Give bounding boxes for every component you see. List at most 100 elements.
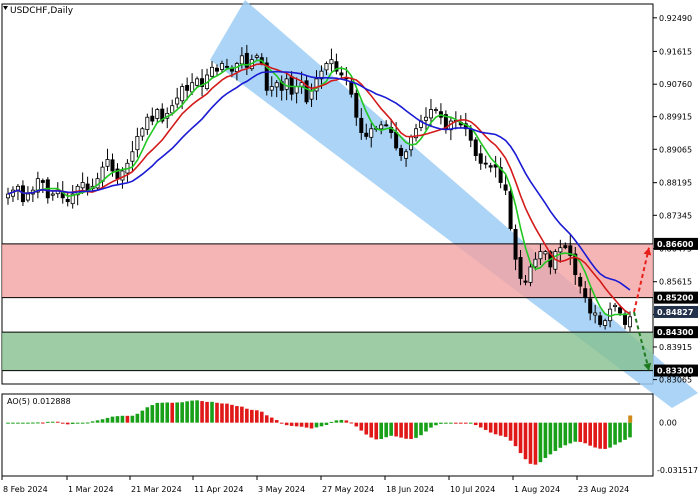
x-tick-label: 23 Aug 2024 bbox=[578, 485, 629, 494]
candle-body bbox=[593, 312, 598, 316]
oscillator-bar bbox=[100, 419, 105, 423]
oscillator-bar bbox=[618, 422, 622, 443]
y-tick-label: 0.85615 bbox=[659, 278, 692, 287]
level-label-box bbox=[654, 291, 698, 304]
y-tick-label: 0.92490 bbox=[659, 14, 692, 23]
candle-body bbox=[384, 124, 389, 127]
oscillator-bar bbox=[259, 411, 264, 423]
oscillator-bar bbox=[309, 422, 314, 429]
candle-body bbox=[478, 153, 483, 164]
oscillator-bar bbox=[603, 422, 607, 449]
candle-body bbox=[130, 151, 135, 162]
candle-body bbox=[135, 136, 140, 151]
oscillator-bar bbox=[230, 404, 234, 423]
oscillator-zero-label: 0.00 bbox=[659, 419, 677, 428]
oscillator-bar bbox=[488, 422, 493, 433]
y-tick-label: 0.89065 bbox=[659, 145, 692, 154]
oscillator-bar bbox=[55, 421, 60, 423]
candle-body bbox=[359, 117, 364, 133]
oscillator-bar bbox=[85, 422, 90, 424]
oscillator-bar bbox=[588, 422, 592, 446]
oscillator-bar bbox=[304, 422, 309, 428]
oscillator-bar bbox=[354, 422, 359, 427]
oscillator-bar bbox=[140, 410, 145, 423]
oscillator-bar bbox=[170, 402, 175, 423]
level-label: 0.83300 bbox=[657, 367, 694, 376]
oscillator-bar bbox=[414, 422, 418, 438]
candle-body bbox=[573, 253, 578, 276]
oscillator-bar bbox=[135, 413, 140, 423]
oscillator-min-label: -0.031517 bbox=[657, 466, 698, 475]
candle-body bbox=[264, 62, 269, 91]
candle-body bbox=[568, 245, 573, 256]
level-label-box bbox=[654, 326, 698, 339]
oscillator-bar bbox=[568, 422, 573, 444]
y-tick-label: 0.87345 bbox=[659, 211, 692, 220]
oscillator-bar bbox=[364, 422, 369, 435]
x-tick-label: 10 Jul 2024 bbox=[450, 485, 495, 494]
oscillator-bar bbox=[359, 422, 364, 431]
candle-body bbox=[538, 251, 543, 260]
candle-body bbox=[513, 228, 518, 260]
candle-body bbox=[578, 276, 583, 287]
candle-body bbox=[558, 247, 563, 253]
oscillator-bar bbox=[289, 422, 294, 426]
moving-average-slow bbox=[7, 70, 631, 291]
candle-body bbox=[170, 105, 175, 114]
forecast-up-arrow-icon bbox=[643, 247, 652, 256]
oscillator-bar bbox=[518, 422, 523, 454]
oscillator-bar bbox=[70, 422, 75, 424]
candle-body bbox=[329, 59, 334, 65]
oscillator-bar bbox=[269, 417, 274, 423]
oscillator-bar bbox=[105, 417, 110, 423]
oscillator-bar bbox=[473, 422, 478, 426]
y-tick-label: 0.89915 bbox=[659, 113, 692, 122]
oscillator-bar bbox=[26, 422, 30, 424]
candle-body bbox=[433, 109, 438, 111]
candle-body bbox=[628, 316, 633, 328]
oscillator-bar bbox=[374, 422, 379, 440]
level-label: 0.85200 bbox=[657, 294, 694, 303]
oscillator-bar bbox=[608, 422, 612, 448]
oscillator-bar bbox=[46, 421, 50, 423]
oscillator-bar bbox=[65, 422, 70, 425]
oscillator-bar bbox=[409, 422, 413, 439]
candle-body bbox=[25, 193, 30, 201]
oscillator-bar bbox=[6, 422, 10, 424]
candle-body bbox=[289, 76, 294, 95]
oscillator-bar bbox=[369, 422, 374, 438]
oscillator-bar bbox=[583, 422, 588, 444]
level-label: 0.86600 bbox=[657, 240, 694, 249]
oscillator-label: AO(5) 0.012888 bbox=[7, 397, 71, 406]
candle-body bbox=[364, 132, 369, 137]
y-tick-label: 0.88195 bbox=[659, 179, 692, 188]
oscillator-bar bbox=[444, 422, 448, 424]
candle-body bbox=[85, 183, 90, 191]
price-panel bbox=[1, 0, 698, 408]
oscillator-bar bbox=[593, 422, 597, 448]
oscillator-bar bbox=[628, 422, 632, 438]
candle-body bbox=[284, 78, 289, 90]
oscillator-bar bbox=[578, 422, 583, 442]
x-tick-label: 11 Apr 2024 bbox=[194, 485, 243, 494]
candle-body bbox=[50, 193, 55, 196]
oscillator-bar bbox=[528, 422, 533, 464]
candle-body bbox=[423, 116, 428, 121]
candle-body bbox=[339, 72, 344, 76]
oscillator-bar bbox=[314, 422, 319, 428]
oscillator-bar bbox=[110, 416, 115, 423]
candle-body bbox=[274, 82, 279, 88]
candle-body bbox=[35, 178, 40, 193]
oscillator-bar bbox=[334, 420, 339, 423]
axes: 0.92490 0.91615 0.90760 0.89915 0.89065 0.881… bbox=[1, 14, 698, 494]
oscillator-bar bbox=[483, 422, 488, 430]
candle-body bbox=[180, 86, 185, 102]
oscillator-bar bbox=[90, 421, 95, 423]
oscillator-bar bbox=[449, 422, 453, 424]
oscillator-bar bbox=[16, 422, 20, 424]
oscillator-bar bbox=[478, 422, 483, 428]
oscillator-bar bbox=[11, 422, 15, 424]
candle-body bbox=[140, 128, 145, 137]
menu-arrow-icon[interactable] bbox=[3, 6, 8, 10]
